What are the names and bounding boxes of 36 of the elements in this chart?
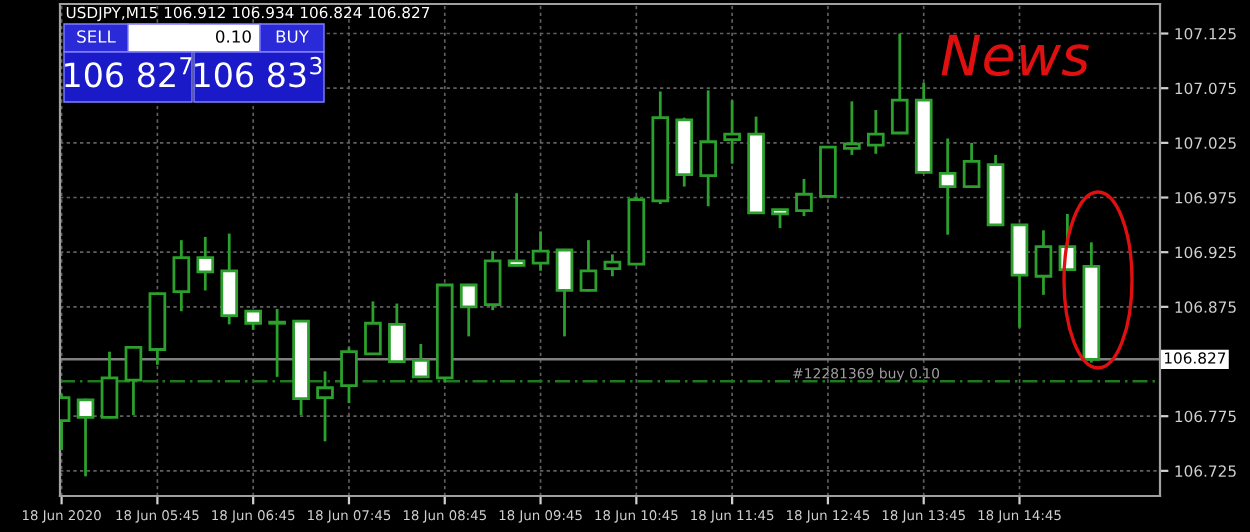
candlestick [962,141,981,190]
candlestick [579,238,598,293]
candlestick [76,397,95,478]
candlestick [938,137,957,237]
candlestick [316,369,334,443]
candlestick [172,238,191,313]
candlestick [483,249,502,312]
candlestick [795,177,813,218]
candlestick [220,232,239,326]
candlestick [699,88,717,208]
candlestick [100,350,119,420]
candlestick [531,230,550,273]
candlestick [867,108,885,156]
candlestick [412,342,430,380]
candlestick [771,208,789,230]
candlestick [843,99,861,157]
candlestick [196,235,215,292]
candlestick [388,302,406,364]
annotation: News [941,34,1089,77]
annotation: SELL [77,30,116,43]
candlestick [340,345,358,405]
candlestick [603,252,622,278]
annotation: BUY [276,30,309,43]
candlestick [1034,228,1053,297]
candlestick [124,344,143,417]
annotation: 106 83$^{3}$ [195,56,322,88]
annotation: 106 82$^{7}$ [65,57,192,88]
annotation: 0.10 [215,30,251,43]
candlestick [890,32,909,136]
candlestick [268,307,286,379]
candlestick [459,282,478,338]
candlestick [723,98,741,166]
candlestick [244,309,262,332]
candlestick [364,300,382,357]
candlestick [555,247,574,338]
candlestick [507,191,526,268]
